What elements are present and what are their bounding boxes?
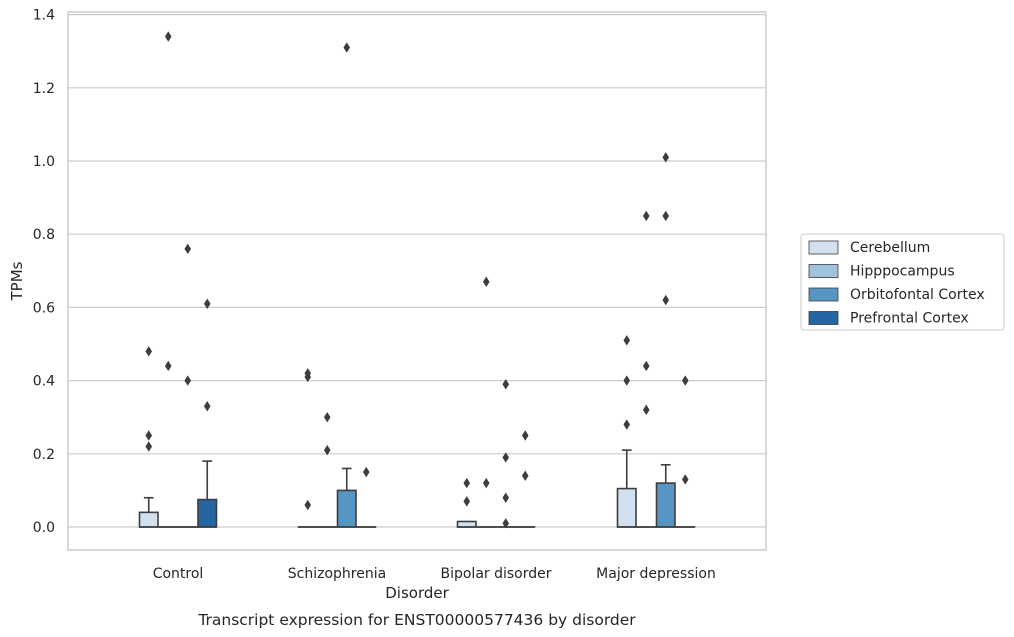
box-cerebellum xyxy=(138,496,159,528)
y-tick-label: 1.2 xyxy=(33,81,55,97)
outlier-point xyxy=(304,499,312,511)
outlier-point xyxy=(184,375,192,386)
outlier-point xyxy=(145,430,153,441)
outlier-point xyxy=(482,477,490,489)
legend-swatch xyxy=(808,311,839,325)
outlier-point xyxy=(662,294,670,306)
outlier-point xyxy=(662,152,670,163)
outlier-point xyxy=(164,31,172,42)
box-body xyxy=(138,511,159,528)
y-tick-label: 1.0 xyxy=(33,154,55,170)
outlier-point xyxy=(521,430,529,441)
outlier-point xyxy=(502,452,510,463)
outlier-point xyxy=(304,371,312,383)
outlier-point xyxy=(662,210,670,222)
outlier-point xyxy=(343,42,351,53)
y-tick-label: 1.4 xyxy=(33,8,55,24)
y-axis-title: TPMs xyxy=(8,261,26,301)
y-tick-label: 0.2 xyxy=(33,447,55,463)
outlier-point xyxy=(521,470,529,481)
outlier-point xyxy=(502,518,510,529)
outlier-points xyxy=(145,31,689,529)
legend-swatch xyxy=(808,264,839,278)
box-orbitofontal-cortex xyxy=(655,463,676,528)
outlier-point xyxy=(482,276,490,287)
box-cerebellum xyxy=(456,520,477,528)
y-tick-labels: 0.0 0.2 0.4 0.6 0.8 1.0 1.2 1.4 xyxy=(33,8,55,536)
outlier-point xyxy=(164,360,172,372)
outlier-point xyxy=(145,441,153,452)
outlier-point xyxy=(681,375,689,386)
outlier-point xyxy=(323,412,331,423)
outlier-point xyxy=(623,375,631,386)
box-body xyxy=(655,482,676,528)
outlier-point xyxy=(184,243,192,255)
box-prefrontal-cortex xyxy=(197,460,218,528)
y-tick-label: 0.6 xyxy=(33,300,55,316)
outlier-point xyxy=(642,210,650,222)
x-tick-label: Schizophrenia xyxy=(288,566,386,582)
legend: Cerebellum Hipppocampus Orbitofontal Corte… xyxy=(800,233,1005,331)
box-body xyxy=(197,498,218,528)
outlier-point xyxy=(203,401,211,412)
figure-caption: Transcript expression for ENST0000057743… xyxy=(197,611,636,629)
legend-swatch xyxy=(808,287,839,302)
outlier-point xyxy=(623,335,631,346)
plot-area-frame xyxy=(67,11,767,551)
box-groups xyxy=(138,449,696,528)
legend-frame xyxy=(800,233,1005,331)
x-tick-labels: Control Schizophrenia Bipolar disorder Majo… xyxy=(153,566,716,582)
box-body xyxy=(456,520,477,528)
outlier-point xyxy=(681,474,689,485)
legend-label: Hipppocampus xyxy=(850,264,955,280)
y-tick-label: 0.4 xyxy=(33,374,55,390)
x-tick-label: Control xyxy=(153,566,204,582)
box-orbitofontal-cortex xyxy=(336,467,357,528)
y-tick-label: 0.0 xyxy=(33,520,55,536)
outlier-point xyxy=(463,477,471,489)
outlier-point xyxy=(145,346,153,357)
x-tick-label: Major depression xyxy=(596,566,716,582)
outlier-point xyxy=(362,466,370,478)
legend-label: Cerebellum xyxy=(850,240,930,256)
outlier-point xyxy=(323,444,331,456)
box-body xyxy=(616,487,637,528)
outlier-point xyxy=(642,360,650,372)
outlier-point xyxy=(623,419,631,430)
outlier-point xyxy=(203,298,211,309)
outlier-point xyxy=(642,404,650,416)
box-cerebellum xyxy=(616,449,637,528)
legend-label: Orbitofontal Cortex xyxy=(850,287,985,303)
x-tick-label: Bipolar disorder xyxy=(440,566,551,582)
legend-swatch xyxy=(808,240,839,255)
x-axis-title: Disorder xyxy=(385,584,449,602)
y-tick-label: 0.8 xyxy=(33,227,55,243)
outlier-point xyxy=(502,492,510,503)
legend-label: Prefrontal Cortex xyxy=(850,311,969,327)
outlier-point xyxy=(502,379,510,390)
outlier-point xyxy=(463,496,471,507)
box-body xyxy=(336,489,357,528)
